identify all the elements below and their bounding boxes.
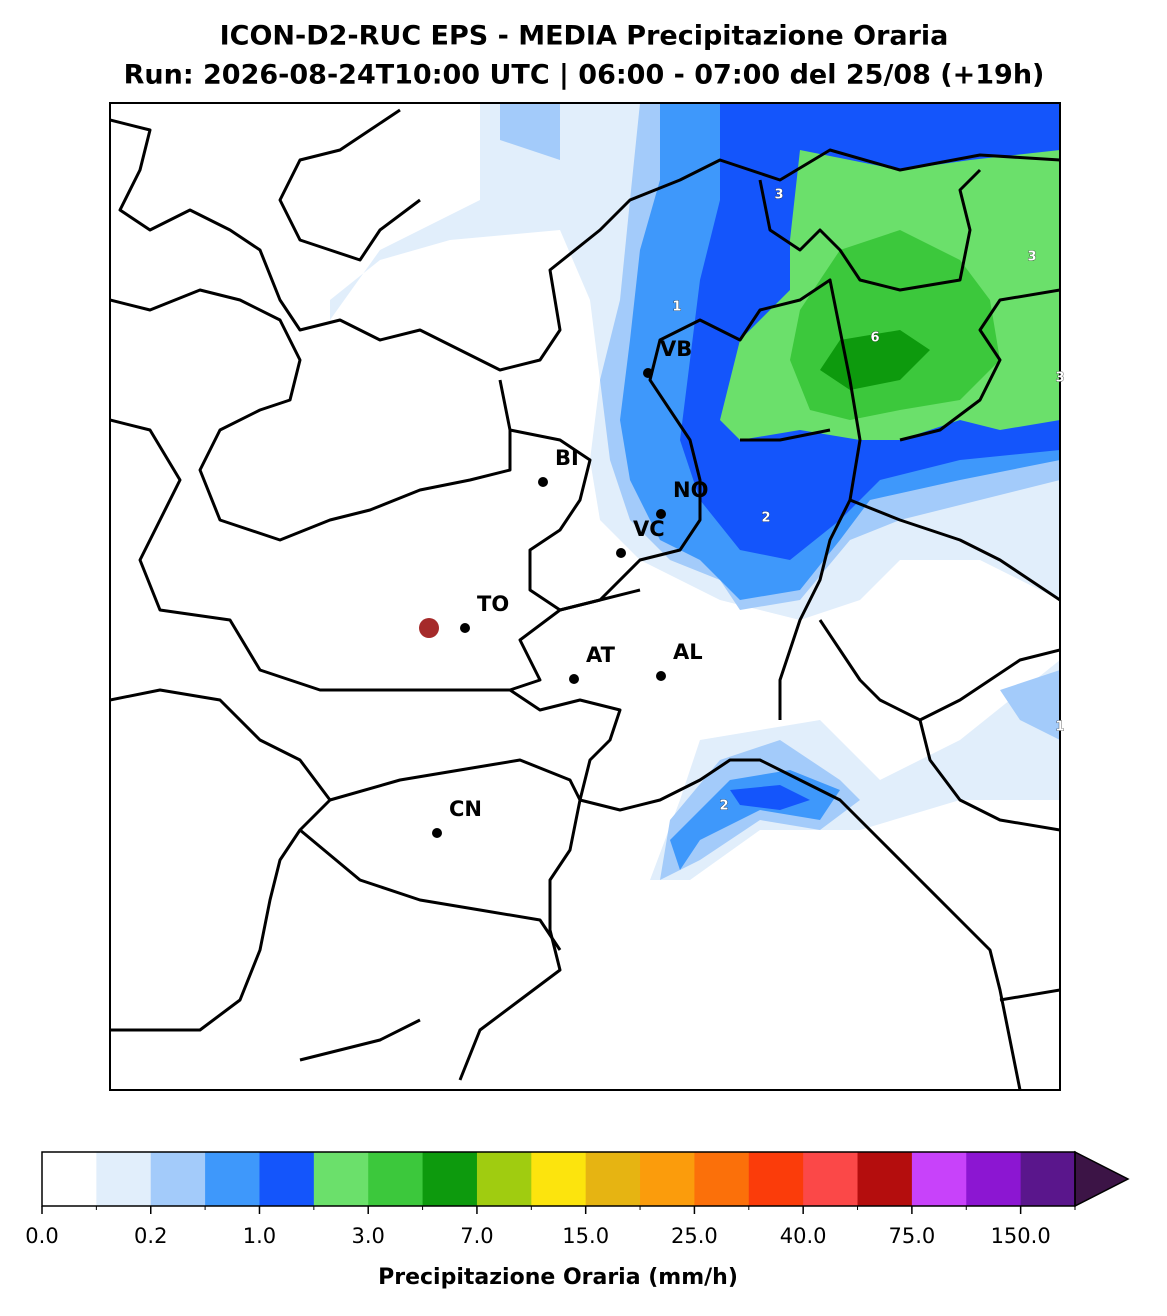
colorbar-tick-label: 75.0 bbox=[889, 1224, 936, 1248]
colorbar-box bbox=[748, 1152, 804, 1206]
city-dot bbox=[643, 368, 653, 378]
city-label: NO bbox=[673, 478, 708, 502]
contour-label: 1 bbox=[672, 300, 681, 315]
colorbar-box bbox=[531, 1152, 587, 1206]
colorbar-box bbox=[966, 1152, 1022, 1206]
colorbar-tick-label: 7.0 bbox=[460, 1224, 493, 1248]
contour-label: 2 bbox=[761, 511, 770, 526]
location-marker bbox=[419, 618, 439, 638]
colorbar-tick-label: 150.0 bbox=[991, 1224, 1051, 1248]
city-label: AT bbox=[586, 643, 616, 667]
city-dot bbox=[569, 674, 579, 684]
colorbar-extend bbox=[1074, 1150, 1130, 1208]
colorbar-box bbox=[911, 1152, 967, 1206]
contour-labels: 3 3 1 6 3 2 1 2 bbox=[672, 187, 1065, 814]
colorbar-tick-label: 0.2 bbox=[134, 1224, 167, 1248]
colorbar-box bbox=[150, 1152, 206, 1206]
colorbar-box bbox=[259, 1152, 315, 1206]
city-dot bbox=[460, 623, 470, 633]
colorbar: 0.0 0.2 1.0 3.0 7.0 15.0 25.0 40.0 75.0 150.0 bbox=[25, 1150, 1130, 1248]
colorbar-box bbox=[42, 1152, 97, 1206]
contour-label: 3 bbox=[1027, 250, 1036, 265]
city-label: CN bbox=[449, 797, 482, 821]
subtitle: Run: 2026-08-24T10:00 UTC | 06:00 - 07:0… bbox=[124, 60, 1045, 91]
colorbar-box bbox=[96, 1152, 152, 1206]
city-label: BI bbox=[555, 446, 579, 470]
colorbar-box bbox=[585, 1152, 641, 1206]
colorbar-tick-label: 25.0 bbox=[671, 1224, 718, 1248]
colorbar-tick-label: 1.0 bbox=[243, 1224, 276, 1248]
contour-label: 1 bbox=[1055, 720, 1064, 735]
contour-label: 3 bbox=[774, 188, 783, 203]
colorbar-tick-label: 15.0 bbox=[562, 1224, 609, 1248]
colorbar-box bbox=[476, 1152, 532, 1206]
colorbar-label: Precipitazione Oraria (mm/h) bbox=[378, 1265, 738, 1290]
colorbar-tick-label: 40.0 bbox=[780, 1224, 827, 1248]
colorbar-box bbox=[1020, 1152, 1076, 1206]
contour-label: 3 bbox=[1055, 371, 1064, 386]
colorbar-box bbox=[422, 1152, 478, 1206]
colorbar-box bbox=[857, 1152, 913, 1206]
map-frame bbox=[109, 102, 1061, 1091]
city-dot bbox=[656, 509, 666, 519]
colorbar-box bbox=[368, 1152, 424, 1206]
cities: VB BI NO VC TO AT AL CN bbox=[432, 337, 708, 838]
city-dot bbox=[616, 548, 626, 558]
city-dot bbox=[538, 477, 548, 487]
contour-label: 2 bbox=[719, 799, 728, 814]
colorbar-box bbox=[640, 1152, 695, 1206]
city-dot bbox=[656, 671, 666, 681]
contour-label: 6 bbox=[870, 331, 879, 346]
colorbar-box bbox=[694, 1152, 750, 1206]
colorbar-tick-label: 0.0 bbox=[25, 1224, 58, 1248]
map bbox=[110, 103, 1060, 1090]
colorbar-box bbox=[803, 1152, 859, 1206]
city-label: TO bbox=[477, 592, 509, 616]
city-label: AL bbox=[673, 640, 703, 664]
colorbar-tick-label: 3.0 bbox=[352, 1224, 385, 1248]
city-label: VB bbox=[660, 337, 692, 361]
city-label: VC bbox=[633, 517, 665, 541]
colorbar-box bbox=[313, 1152, 369, 1206]
colorbar-box bbox=[205, 1152, 260, 1206]
colorbar-frame bbox=[41, 1151, 1076, 1207]
city-dot bbox=[432, 828, 442, 838]
title: ICON-D2-RUC EPS - MEDIA Precipitazione O… bbox=[220, 21, 949, 52]
